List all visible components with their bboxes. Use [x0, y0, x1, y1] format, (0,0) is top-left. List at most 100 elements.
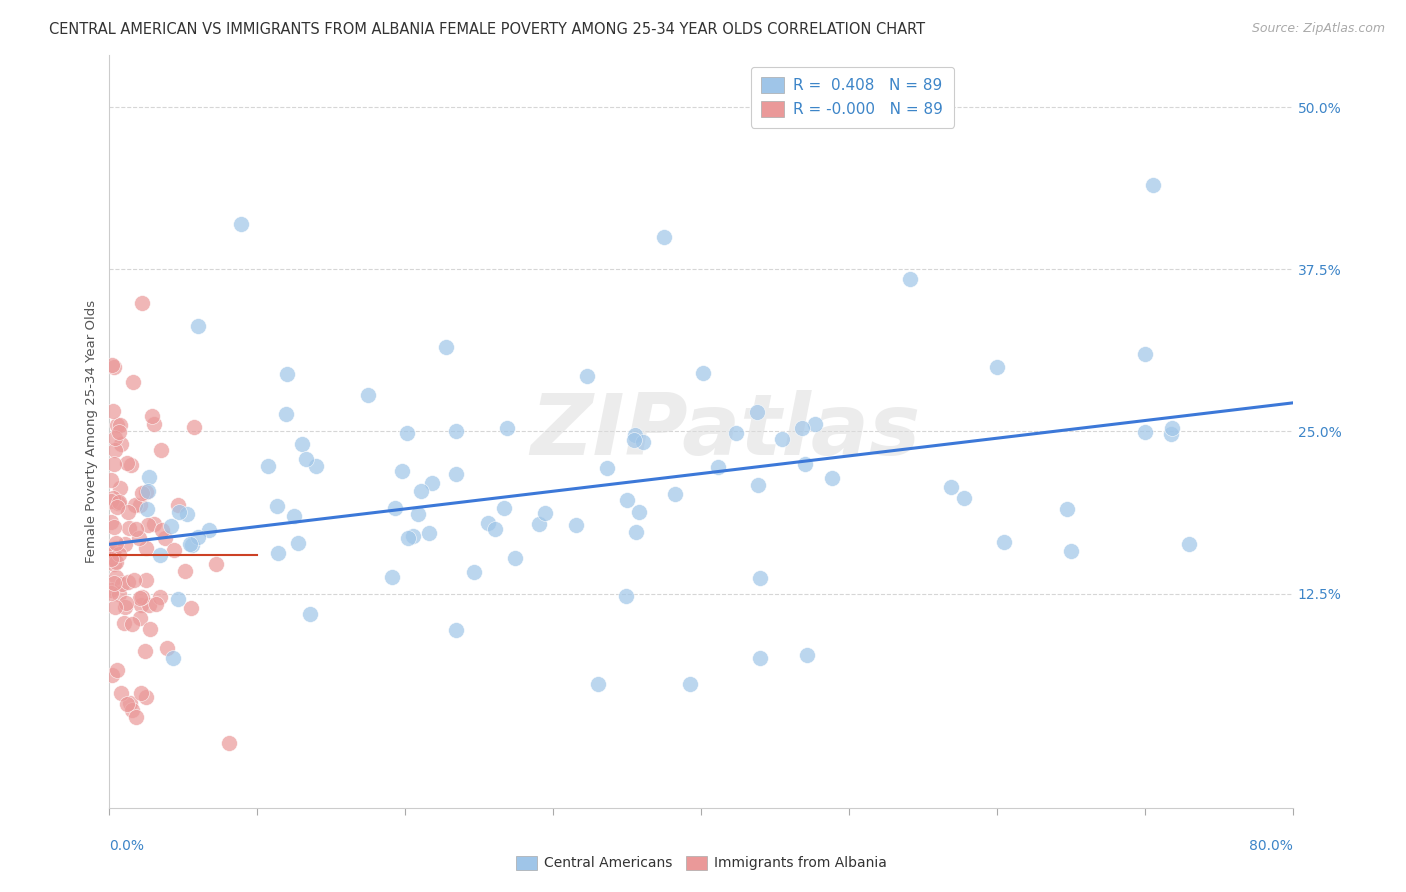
Immigrants from Albania: [150, 443, 173, 458]
Immigrants from Albania: [135, 690, 157, 705]
Central Americans: [626, 525, 648, 540]
Central Americans: [624, 427, 647, 442]
Central Americans: [384, 501, 406, 516]
Immigrants from Albania: [129, 599, 152, 613]
Immigrants from Albania: [128, 610, 150, 624]
Immigrants from Albania: [121, 376, 143, 390]
Immigrants from Albania: [117, 574, 139, 589]
Central Americans: [664, 487, 686, 501]
Immigrants from Albania: [218, 736, 240, 750]
Immigrants from Albania: [183, 420, 205, 434]
Central Americans: [422, 475, 444, 490]
Central Americans: [527, 517, 550, 532]
Central Americans: [463, 566, 485, 580]
Central Americans: [793, 457, 815, 471]
Central Americans: [821, 471, 844, 485]
Central Americans: [748, 571, 770, 585]
Central Americans: [623, 434, 645, 448]
Central Americans: [770, 432, 793, 446]
Central Americans: [229, 217, 252, 231]
Immigrants from Albania: [104, 431, 127, 445]
Central Americans: [187, 318, 209, 333]
Central Americans: [898, 272, 921, 286]
Central Americans: [1161, 421, 1184, 435]
Immigrants from Albania: [104, 541, 127, 555]
Immigrants from Albania: [101, 403, 124, 417]
Central Americans: [596, 461, 619, 475]
Immigrants from Albania: [110, 437, 132, 451]
Central Americans: [941, 480, 963, 494]
Central Americans: [565, 517, 588, 532]
Central Americans: [266, 500, 288, 514]
Immigrants from Albania: [105, 500, 128, 514]
Central Americans: [391, 464, 413, 478]
Central Americans: [418, 526, 440, 541]
Immigrants from Albania: [153, 531, 176, 545]
Central Americans: [411, 483, 433, 498]
Central Americans: [287, 535, 309, 549]
Immigrants from Albania: [180, 601, 202, 615]
Central Americans: [631, 434, 654, 449]
Immigrants from Albania: [108, 425, 131, 439]
Central Americans: [444, 467, 467, 481]
Immigrants from Albania: [141, 409, 163, 423]
Central Americans: [169, 505, 191, 519]
Immigrants from Albania: [149, 590, 172, 604]
Central Americans: [1060, 544, 1083, 558]
Central Americans: [1133, 347, 1156, 361]
Central Americans: [477, 516, 499, 530]
Immigrants from Albania: [163, 543, 186, 558]
Immigrants from Albania: [100, 548, 122, 562]
Immigrants from Albania: [108, 495, 131, 509]
Immigrants from Albania: [131, 485, 153, 500]
Immigrants from Albania: [129, 686, 152, 700]
Immigrants from Albania: [101, 668, 124, 682]
Central Americans: [748, 651, 770, 665]
Immigrants from Albania: [131, 296, 153, 310]
Text: 80.0%: 80.0%: [1249, 838, 1294, 853]
Immigrants from Albania: [103, 519, 125, 533]
Immigrants from Albania: [115, 456, 138, 470]
Immigrants from Albania: [128, 531, 150, 545]
Immigrants from Albania: [103, 359, 125, 374]
Text: Source: ZipAtlas.com: Source: ZipAtlas.com: [1251, 22, 1385, 36]
Immigrants from Albania: [104, 555, 127, 569]
Central Americans: [179, 537, 201, 551]
Central Americans: [434, 340, 457, 354]
Central Americans: [1160, 427, 1182, 442]
Immigrants from Albania: [125, 710, 148, 724]
Central Americans: [136, 483, 159, 498]
Central Americans: [381, 570, 404, 584]
Immigrants from Albania: [134, 644, 156, 658]
Immigrants from Albania: [156, 641, 179, 656]
Immigrants from Albania: [121, 703, 143, 717]
Immigrants from Albania: [136, 518, 159, 533]
Central Americans: [1056, 501, 1078, 516]
Immigrants from Albania: [118, 696, 141, 710]
Immigrants from Albania: [145, 597, 167, 611]
Central Americans: [135, 501, 157, 516]
Central Americans: [446, 623, 468, 637]
Central Americans: [576, 369, 599, 384]
Y-axis label: Female Poverty Among 25-34 Year Olds: Female Poverty Among 25-34 Year Olds: [86, 300, 98, 563]
Immigrants from Albania: [103, 457, 125, 471]
Immigrants from Albania: [129, 591, 152, 606]
Immigrants from Albania: [125, 522, 148, 536]
Immigrants from Albania: [110, 482, 132, 496]
Immigrants from Albania: [100, 586, 122, 600]
Immigrants from Albania: [124, 498, 146, 512]
Immigrants from Albania: [174, 564, 197, 578]
Immigrants from Albania: [104, 599, 127, 614]
Central Americans: [533, 506, 555, 520]
Immigrants from Albania: [124, 573, 146, 587]
Central Americans: [298, 607, 321, 621]
Immigrants from Albania: [131, 591, 153, 605]
Central Americans: [267, 546, 290, 560]
Central Americans: [747, 478, 769, 492]
Immigrants from Albania: [143, 516, 166, 531]
Text: ZIPatlas: ZIPatlas: [530, 390, 920, 473]
Central Americans: [747, 404, 769, 418]
Central Americans: [503, 550, 526, 565]
Immigrants from Albania: [105, 417, 128, 432]
Central Americans: [993, 535, 1015, 549]
